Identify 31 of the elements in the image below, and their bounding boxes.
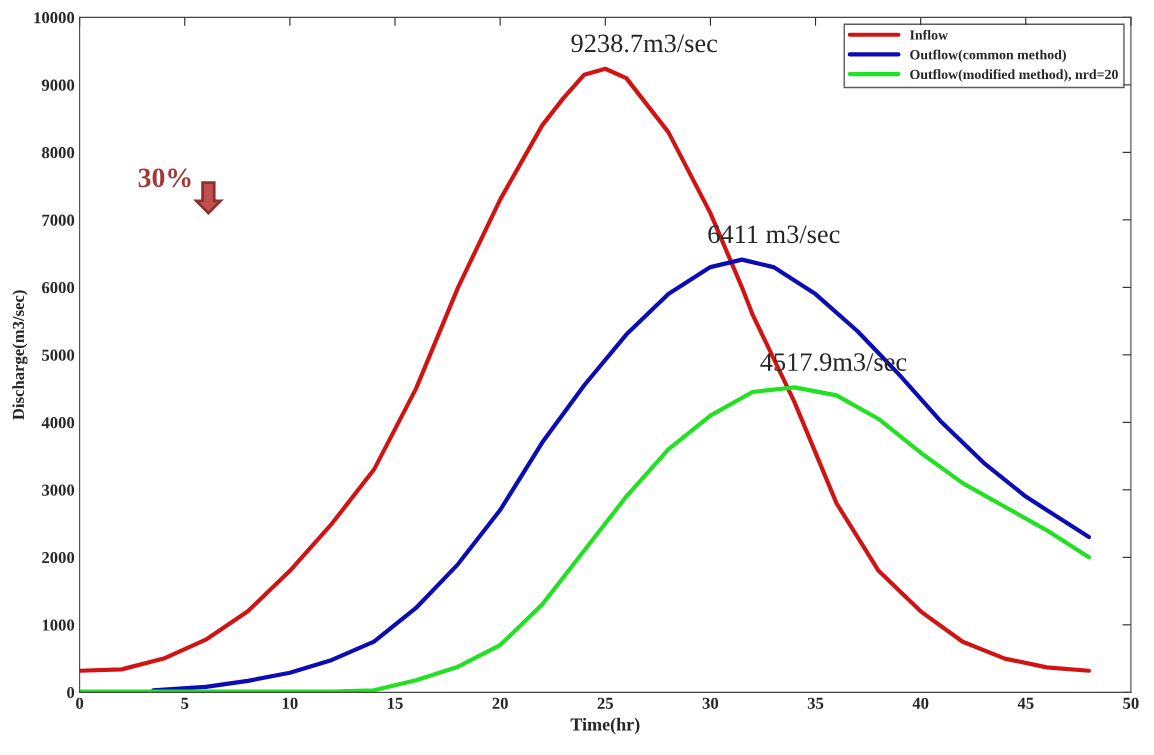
- y-tick-label: 5000: [42, 349, 75, 361]
- line-series: [79, 385, 1091, 693]
- line-series: [151, 257, 1091, 693]
- y-axis-title: Discharge(m3/sec): [12, 290, 28, 420]
- y-tick-label: 0: [67, 687, 75, 699]
- x-tick-label: 50: [1123, 697, 1139, 709]
- x-tick-label: 35: [807, 697, 824, 709]
- y-tick-label: 8000: [41, 147, 75, 159]
- y-tick-label: 6000: [42, 282, 75, 294]
- annotation: 30%: [138, 168, 191, 188]
- y-tick-label: 4000: [41, 417, 75, 429]
- x-tick-label: 0: [76, 697, 84, 709]
- y-tick-label: 10000: [34, 12, 75, 24]
- y-tick-label: 3000: [42, 484, 75, 496]
- x-tick-label: 30: [702, 697, 719, 709]
- annotation: 9238.7m3/sec: [571, 34, 718, 53]
- y-tick-label: 2000: [42, 552, 75, 564]
- x-tick-label: 15: [388, 697, 403, 709]
- x-tick-label: 10: [282, 697, 298, 709]
- y-tick-label: 7000: [42, 214, 75, 226]
- x-tick-label: 20: [492, 697, 508, 709]
- y-tick-label: 1000: [42, 619, 75, 631]
- legend-label: Outflow(common method): [910, 49, 1066, 63]
- x-tick-label: 5: [181, 697, 189, 709]
- x-tick-label: 45: [1017, 697, 1034, 709]
- x-tick-label: 25: [597, 697, 613, 709]
- x-tick-label: 40: [912, 697, 929, 709]
- legend-label: Inflow: [909, 29, 949, 40]
- legend-label: Outflow(modified method), nrd=20: [910, 69, 1118, 82]
- y-tick-label: 9000: [41, 79, 75, 91]
- x-axis-title: Time(hr): [570, 717, 640, 735]
